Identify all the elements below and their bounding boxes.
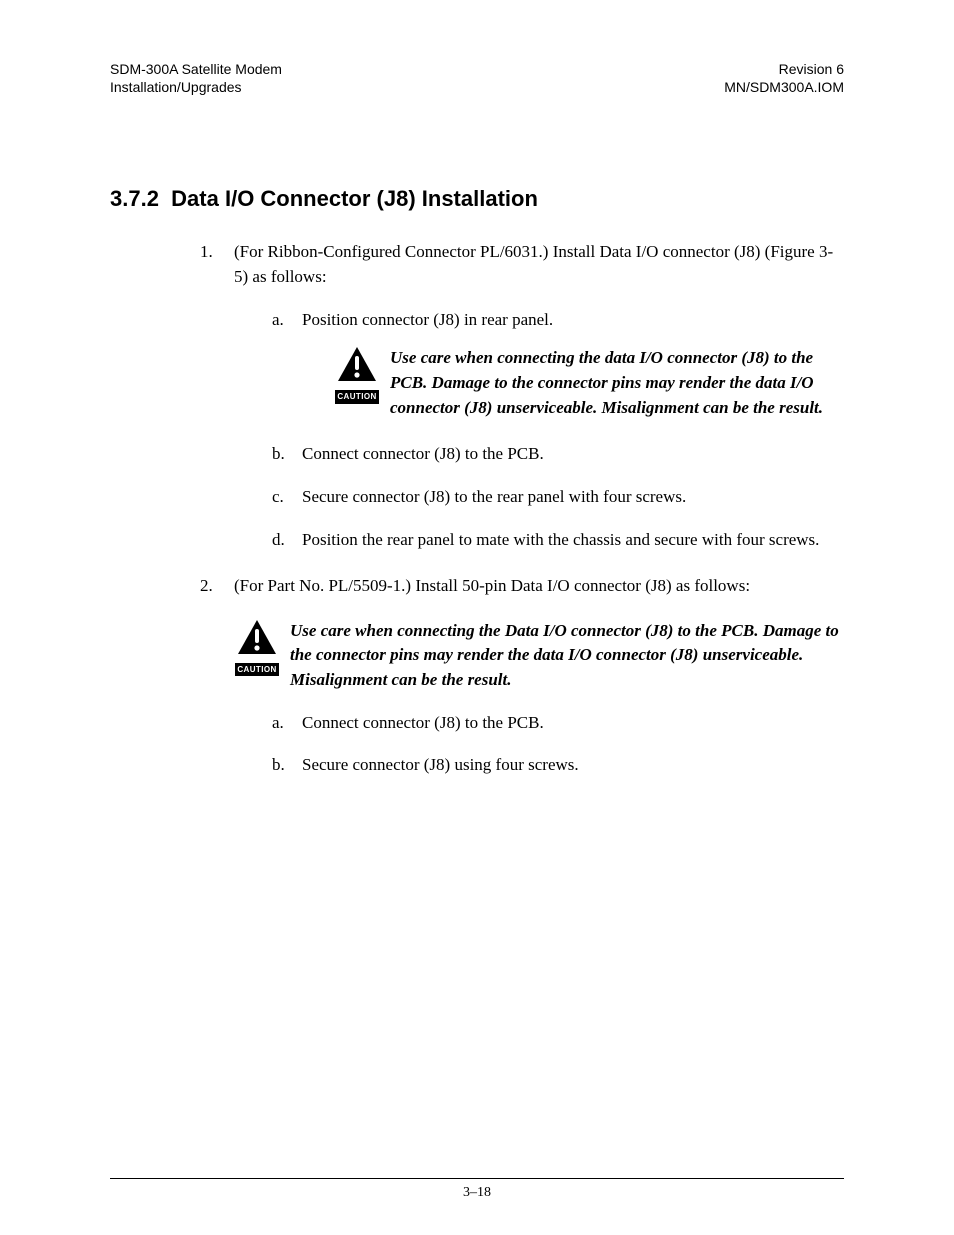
substep-letter: b. [234,442,302,467]
section-title: Data I/O Connector (J8) Installation [171,186,538,211]
header-right: Revision 6 MN/SDM300A.IOM [724,60,844,96]
caution-triangle-icon: CAUTION [334,346,380,407]
document-page: SDM-300A Satellite Modem Installation/Up… [0,0,954,1235]
substep-letter: a. [234,308,302,425]
substep: a. Position connector (J8) in rear panel… [234,308,844,425]
caution-block: CAUTION Use care when connecting the Dat… [234,619,844,693]
step-number: 2. [110,574,234,778]
page-header: SDM-300A Satellite Modem Installation/Up… [110,60,844,96]
product-name: SDM-300A Satellite Modem [110,60,282,78]
substep-letter: d. [234,528,302,553]
caution-label: CAUTION [235,663,278,677]
section-body: 1. (For Ribbon-Configured Connector PL/6… [110,240,844,778]
substep: a. Connect connector (J8) to the PCB. [234,711,844,736]
substep: b. Connect connector (J8) to the PCB. [234,442,844,467]
caution-triangle-icon: CAUTION [234,619,280,680]
caution-label: CAUTION [335,390,378,404]
step-text: (For Part No. PL/5509-1.) Install 50-pin… [234,574,844,599]
page-number: 3–18 [463,1185,491,1200]
substep: d. Position the rear panel to mate with … [234,528,844,553]
substep-text: Connect connector (J8) to the PCB. [302,442,844,467]
substep-text: Secure connector (J8) using four screws. [302,753,844,778]
caution-text: Use care when connecting the data I/O co… [390,346,844,420]
substep-text: Position the rear panel to mate with the… [302,528,844,553]
substep-text: Connect connector (J8) to the PCB. [302,711,844,736]
substep-letter: c. [234,485,302,510]
substep: b. Secure connector (J8) using four scre… [234,753,844,778]
revision: Revision 6 [724,60,844,78]
doc-id: MN/SDM300A.IOM [724,78,844,96]
caution-text: Use care when connecting the Data I/O co… [290,619,844,693]
step-number: 1. [110,240,234,552]
chapter-name: Installation/Upgrades [110,78,282,96]
substep-letter: b. [234,753,302,778]
caution-block: CAUTION Use care when connecting the dat… [334,346,844,420]
substep: c. Secure connector (J8) to the rear pan… [234,485,844,510]
substep-text: Secure connector (J8) to the rear panel … [302,485,844,510]
page-footer: 3–18 [110,1178,844,1201]
section-heading: 3.7.2 Data I/O Connector (J8) Installati… [110,186,844,212]
header-left: SDM-300A Satellite Modem Installation/Up… [110,60,282,96]
step-2: 2. (For Part No. PL/5509-1.) Install 50-… [110,574,844,778]
step-1: 1. (For Ribbon-Configured Connector PL/6… [110,240,844,552]
substep-letter: a. [234,711,302,736]
step-text: (For Ribbon-Configured Connector PL/6031… [234,240,844,289]
substep-text: Position connector (J8) in rear panel. [302,308,844,333]
section-number: 3.7.2 [110,186,159,211]
